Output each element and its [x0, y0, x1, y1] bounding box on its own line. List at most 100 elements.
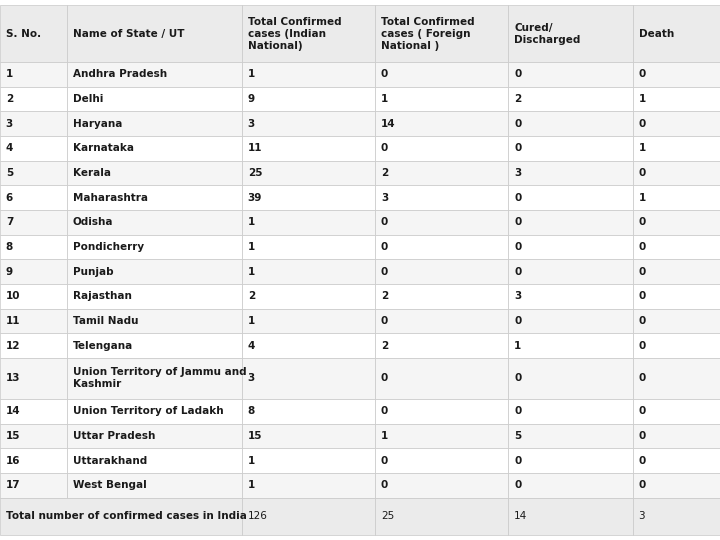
Text: 1: 1 [248, 456, 255, 465]
Text: 10: 10 [6, 291, 20, 301]
Text: 25: 25 [381, 511, 394, 521]
Bar [508, 308, 633, 333]
Text: Union Territory of Ladakh: Union Territory of Ladakh [73, 406, 223, 416]
Text: 16: 16 [6, 456, 20, 465]
Bar [375, 5, 508, 62]
Bar [633, 5, 720, 62]
Bar [0, 111, 67, 136]
Text: 0: 0 [514, 406, 521, 416]
Text: Andhra Pradesh: Andhra Pradesh [73, 69, 167, 79]
Text: 6: 6 [6, 193, 13, 202]
Bar [508, 86, 633, 111]
Text: Total number of confirmed cases in India: Total number of confirmed cases in India [6, 511, 247, 521]
Bar [0, 284, 67, 308]
Bar [67, 333, 242, 358]
Text: 126: 126 [248, 511, 268, 521]
Text: 0: 0 [639, 69, 646, 79]
Text: Name of State / UT: Name of State / UT [73, 29, 184, 39]
Text: 0: 0 [381, 267, 388, 276]
Text: Karnataka: Karnataka [73, 143, 134, 153]
Bar [633, 234, 720, 259]
Text: S. No.: S. No. [6, 29, 41, 39]
Text: 12: 12 [6, 341, 20, 350]
Bar [67, 308, 242, 333]
Bar [67, 399, 242, 423]
Text: Cured/
Discharged: Cured/ Discharged [514, 23, 580, 45]
Bar [508, 448, 633, 473]
Bar [67, 210, 242, 234]
Bar [508, 423, 633, 448]
Text: 0: 0 [639, 168, 646, 178]
Text: 15: 15 [6, 431, 20, 441]
Text: 0: 0 [514, 69, 521, 79]
Text: 0: 0 [639, 291, 646, 301]
Bar [375, 333, 508, 358]
Text: 17: 17 [6, 480, 20, 490]
Text: 0: 0 [381, 143, 388, 153]
Text: 0: 0 [514, 316, 521, 326]
Text: 0: 0 [639, 456, 646, 465]
Bar [0, 497, 242, 535]
Text: 0: 0 [514, 267, 521, 276]
Bar [633, 86, 720, 111]
Bar [375, 210, 508, 234]
Text: Uttarakhand: Uttarakhand [73, 456, 147, 465]
Bar [633, 333, 720, 358]
Bar [375, 399, 508, 423]
Text: 5: 5 [514, 431, 521, 441]
Bar [67, 136, 242, 160]
Bar [508, 284, 633, 308]
Text: 0: 0 [639, 316, 646, 326]
Bar [508, 111, 633, 136]
Text: 14: 14 [381, 119, 395, 129]
Bar [0, 358, 67, 399]
Text: 0: 0 [514, 217, 521, 227]
Bar [508, 185, 633, 210]
Bar [0, 62, 67, 86]
Text: Odisha: Odisha [73, 217, 113, 227]
Text: 0: 0 [639, 406, 646, 416]
Text: Uttar Pradesh: Uttar Pradesh [73, 431, 155, 441]
Bar [0, 448, 67, 473]
Text: 1: 1 [248, 267, 255, 276]
Bar [375, 473, 508, 497]
Bar [633, 399, 720, 423]
Bar [0, 308, 67, 333]
Text: Maharashtra: Maharashtra [73, 193, 148, 202]
Bar [0, 423, 67, 448]
Bar [242, 423, 375, 448]
Text: 0: 0 [381, 316, 388, 326]
Bar [375, 234, 508, 259]
Bar [375, 284, 508, 308]
Bar [242, 86, 375, 111]
Text: 1: 1 [514, 341, 521, 350]
Bar [67, 358, 242, 399]
Text: 15: 15 [248, 431, 262, 441]
Bar [0, 399, 67, 423]
Text: 4: 4 [248, 341, 255, 350]
Text: 2: 2 [514, 94, 521, 104]
Text: 3: 3 [248, 373, 255, 383]
Bar [633, 358, 720, 399]
Bar [67, 473, 242, 497]
Bar [633, 448, 720, 473]
Bar [242, 259, 375, 284]
Bar [0, 473, 67, 497]
Text: Telengana: Telengana [73, 341, 133, 350]
Bar [0, 234, 67, 259]
Bar [375, 136, 508, 160]
Text: 2: 2 [6, 94, 13, 104]
Text: 1: 1 [639, 143, 646, 153]
Bar [633, 284, 720, 308]
Text: 0: 0 [381, 373, 388, 383]
Bar [67, 259, 242, 284]
Bar [0, 185, 67, 210]
Bar [508, 5, 633, 62]
Text: 2: 2 [381, 168, 388, 178]
Bar [633, 160, 720, 185]
Bar [633, 497, 720, 535]
Text: 3: 3 [6, 119, 13, 129]
Text: 14: 14 [514, 511, 527, 521]
Bar [242, 62, 375, 86]
Bar [67, 423, 242, 448]
